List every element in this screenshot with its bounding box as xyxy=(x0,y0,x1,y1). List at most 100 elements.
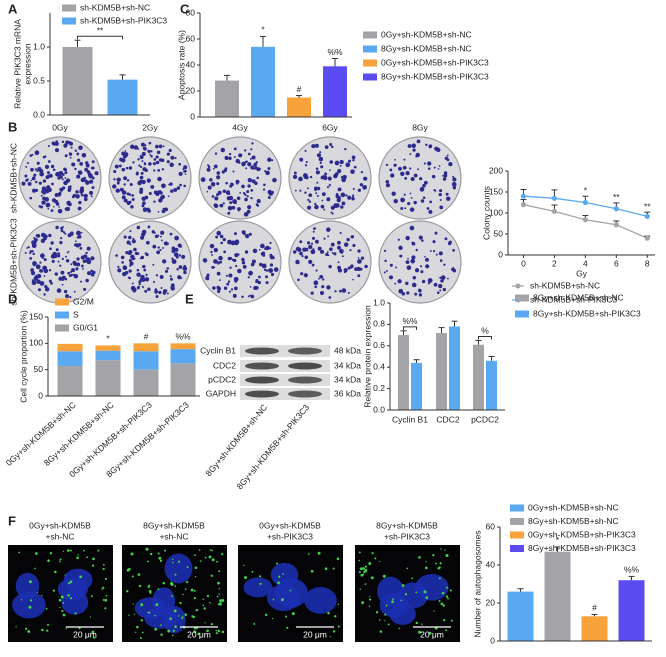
legend-label: sh-KDM5B+sh-NC xyxy=(80,2,150,12)
colony xyxy=(439,276,442,279)
green-puncta xyxy=(45,607,48,610)
colony xyxy=(389,263,393,267)
colony xyxy=(315,192,318,195)
colony xyxy=(233,147,237,151)
colony xyxy=(228,152,232,156)
colony xyxy=(316,181,319,184)
colony xyxy=(35,180,38,184)
colony xyxy=(234,239,240,245)
colony xyxy=(115,254,117,257)
colony xyxy=(64,177,67,179)
green-puncta xyxy=(179,601,182,605)
legend-label: G2/M xyxy=(73,296,94,306)
colony xyxy=(409,225,415,231)
green-puncta xyxy=(62,613,66,617)
green-puncta xyxy=(28,580,32,584)
significance: # xyxy=(144,332,149,342)
colony xyxy=(158,158,163,162)
colony xyxy=(312,230,315,233)
colony xyxy=(452,175,455,178)
colony xyxy=(91,166,95,170)
colony xyxy=(250,148,253,151)
green-puncta xyxy=(447,597,449,600)
colony xyxy=(60,270,65,275)
colony xyxy=(140,235,145,240)
green-puncta xyxy=(92,557,95,561)
colony xyxy=(40,194,43,197)
colony xyxy=(42,179,47,183)
green-puncta xyxy=(415,621,419,625)
group-label: 0Gy+sh-KDM5B xyxy=(259,520,321,530)
colony xyxy=(155,274,159,277)
colony xyxy=(431,174,436,179)
colony xyxy=(232,293,237,298)
colony xyxy=(319,291,325,296)
green-puncta xyxy=(418,556,421,559)
group-label: 8Gy+sh-KDM5B xyxy=(376,520,438,530)
colony xyxy=(141,179,146,185)
colony xyxy=(223,168,228,173)
green-puncta xyxy=(102,563,105,566)
colony xyxy=(425,143,428,147)
green-puncta xyxy=(364,583,367,585)
colony xyxy=(63,143,68,148)
colony xyxy=(439,289,442,292)
point xyxy=(551,208,558,214)
colony xyxy=(265,269,269,272)
colony xyxy=(390,173,395,178)
colony xyxy=(324,172,328,176)
colony xyxy=(351,197,355,201)
green-puncta xyxy=(327,611,330,615)
colony xyxy=(310,249,316,255)
legend-marker xyxy=(515,283,521,289)
significance: * xyxy=(556,535,560,545)
colony xyxy=(29,250,33,253)
y-tick-label: 50 xyxy=(34,364,44,374)
colony xyxy=(339,289,342,293)
colony xyxy=(128,251,132,256)
colony xyxy=(328,264,332,269)
colony xyxy=(140,232,146,237)
colony xyxy=(299,240,303,244)
colony xyxy=(83,193,88,199)
colony xyxy=(85,257,91,263)
green-puncta xyxy=(148,611,151,614)
colony xyxy=(206,273,210,277)
panel-label: B xyxy=(8,119,17,134)
green-puncta xyxy=(89,616,92,618)
bar xyxy=(215,80,239,117)
colony xyxy=(234,286,238,291)
colony xyxy=(347,159,352,163)
colony xyxy=(270,272,275,277)
colony xyxy=(264,246,268,251)
colony xyxy=(412,276,416,280)
green-puncta xyxy=(332,567,335,570)
colony xyxy=(219,234,224,239)
colony xyxy=(169,162,174,168)
colony xyxy=(140,274,145,280)
green-puncta xyxy=(253,623,256,625)
colony xyxy=(321,192,326,197)
colony-plate xyxy=(288,220,372,304)
colony xyxy=(70,146,73,149)
colony xyxy=(144,252,148,255)
colony xyxy=(417,168,419,171)
colony xyxy=(384,259,387,263)
green-puncta xyxy=(243,564,245,567)
colony xyxy=(63,180,68,186)
green-puncta xyxy=(358,571,361,574)
colony xyxy=(269,253,273,257)
blot-band xyxy=(245,376,279,384)
colony xyxy=(85,278,89,283)
colony xyxy=(117,265,120,269)
nucleus xyxy=(377,576,405,606)
colony xyxy=(446,196,451,201)
colony xyxy=(158,190,162,194)
green-puncta xyxy=(104,577,108,580)
colony xyxy=(162,291,167,295)
colony xyxy=(222,189,227,193)
y-axis-label: Number of autophagosomes xyxy=(472,530,482,637)
green-puncta xyxy=(442,604,445,607)
colony xyxy=(71,195,75,199)
colony xyxy=(237,253,240,256)
